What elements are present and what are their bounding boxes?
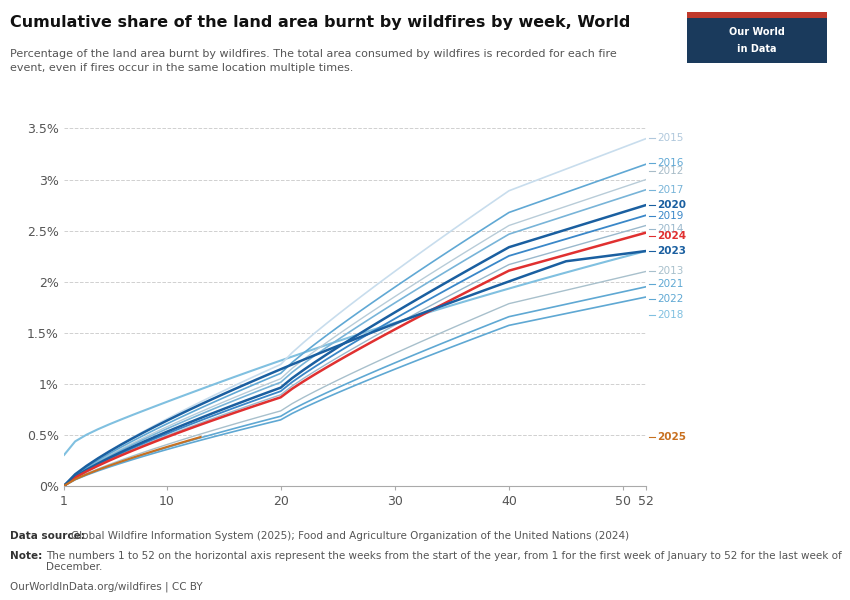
Text: 2025: 2025 xyxy=(657,432,687,442)
Text: 2020: 2020 xyxy=(657,200,687,210)
Text: 2017: 2017 xyxy=(657,185,683,195)
Text: Cumulative share of the land area burnt by wildfires by week, World: Cumulative share of the land area burnt … xyxy=(10,15,631,30)
Text: 2014: 2014 xyxy=(657,224,683,233)
Text: 2013: 2013 xyxy=(657,266,683,277)
Bar xyxy=(687,12,827,18)
Text: Note:: Note: xyxy=(10,551,46,561)
Text: Data source:: Data source: xyxy=(10,531,88,541)
Text: Global Wildfire Information System (2025); Food and Agriculture Organization of : Global Wildfire Information System (2025… xyxy=(71,531,630,541)
Text: 2022: 2022 xyxy=(657,294,683,304)
Text: The numbers 1 to 52 on the horizontal axis represent the weeks from the start of: The numbers 1 to 52 on the horizontal ax… xyxy=(46,551,841,572)
Text: 2024: 2024 xyxy=(657,231,687,241)
Text: Our World: Our World xyxy=(729,28,785,37)
Text: Percentage of the land area burnt by wildfires. The total area consumed by wildf: Percentage of the land area burnt by wil… xyxy=(10,49,617,73)
Text: 2019: 2019 xyxy=(657,211,683,221)
Text: 2021: 2021 xyxy=(657,279,683,289)
Text: 2023: 2023 xyxy=(657,246,687,256)
Text: 2018: 2018 xyxy=(657,310,683,320)
Text: 2012: 2012 xyxy=(657,166,683,176)
Text: 2016: 2016 xyxy=(657,158,683,168)
Text: 2015: 2015 xyxy=(657,133,683,143)
Text: in Data: in Data xyxy=(737,44,777,54)
Text: OurWorldInData.org/wildfires | CC BY: OurWorldInData.org/wildfires | CC BY xyxy=(10,582,203,593)
